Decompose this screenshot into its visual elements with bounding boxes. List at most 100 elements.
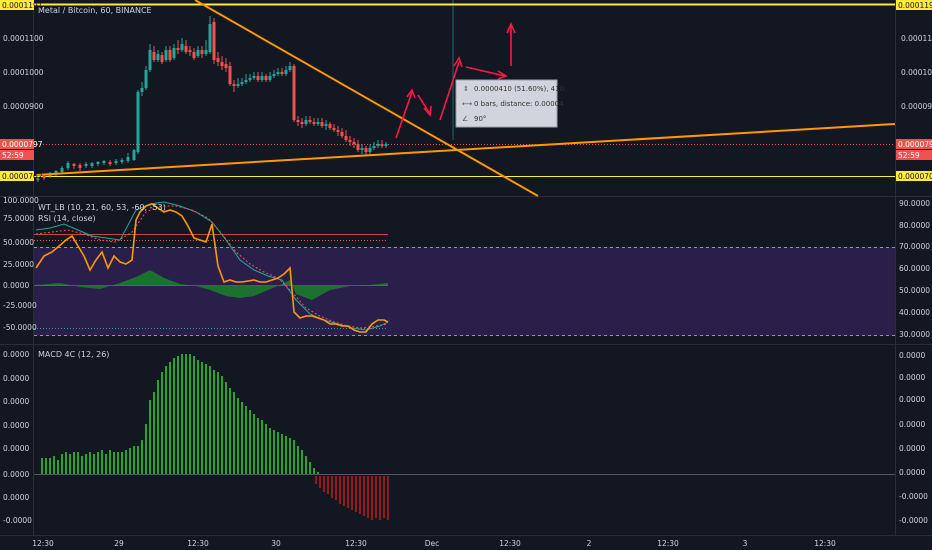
macd-left-tick: -0.0000 bbox=[3, 516, 32, 525]
candle-body bbox=[36, 178, 40, 180]
countdown-badge-left bbox=[0, 150, 34, 160]
candle-body bbox=[90, 163, 94, 166]
candle-body bbox=[114, 161, 118, 163]
candle-body bbox=[228, 66, 232, 84]
osc-right-tick: 40.0000 bbox=[899, 308, 930, 317]
level-badge-right-top-text: 0.0001191 bbox=[898, 1, 932, 10]
macd-left-tick: 0.0000 bbox=[3, 444, 29, 453]
level-badge-left-top bbox=[0, 0, 34, 10]
candle-body bbox=[336, 130, 340, 132]
time-tick: 12:30 bbox=[814, 539, 836, 548]
candle-body bbox=[148, 50, 152, 70]
candle-body bbox=[260, 76, 264, 80]
candle-body bbox=[78, 165, 82, 168]
level-badge-left-bottom-text: 0.0000702 bbox=[2, 172, 43, 181]
current-price-badge-left-text: 0.0000797 bbox=[2, 140, 43, 149]
countdown-badge-right bbox=[896, 150, 932, 160]
time-tick: 3 bbox=[743, 539, 748, 548]
osc-left-tick: 25.0000 bbox=[3, 260, 34, 269]
candle-body bbox=[232, 84, 236, 86]
level-badge-right-bottom-text: 0.0000702 bbox=[898, 172, 932, 181]
osc-left-tick: 100.0000 bbox=[3, 196, 39, 205]
candle-body bbox=[280, 72, 284, 74]
candle-body bbox=[276, 72, 280, 74]
candle-body bbox=[168, 50, 172, 60]
candle-body bbox=[240, 82, 244, 84]
price-tick-left-2: 0.0001000 bbox=[3, 68, 44, 77]
macd-left-tick: 0.0000 bbox=[3, 421, 29, 430]
ascending-trendline[interactable] bbox=[35, 123, 896, 176]
candle-body bbox=[132, 150, 136, 160]
price-tick-right-3: 0.0000900 bbox=[901, 102, 932, 111]
projection-arrows[interactable] bbox=[395, 22, 516, 139]
time-tick: 12:30 bbox=[187, 539, 209, 548]
osc-right-tick: 30.0000 bbox=[899, 330, 930, 339]
price-tick-right-2: 0.0001000 bbox=[901, 68, 932, 77]
osc-right-tick: 60.0000 bbox=[899, 264, 930, 273]
candle-body bbox=[252, 76, 256, 78]
candle-body bbox=[352, 142, 356, 144]
candles-group[interactable] bbox=[36, 16, 388, 182]
candle-body bbox=[340, 132, 344, 136]
osc-left-axis: 100.0000 75.0000 50.0000 25.0000 0.0000 -25.0… bbox=[3, 196, 39, 332]
oscillator-pane[interactable]: WT_LB (10, 21, 60, 53, -60, -53) RSI (14… bbox=[3, 196, 930, 339]
osc-right-tick: 90.0000 bbox=[899, 199, 930, 208]
candle-body bbox=[248, 78, 252, 80]
level-badge-left-bottom bbox=[0, 171, 34, 181]
current-price-badge-right bbox=[896, 139, 932, 149]
time-tick: Dec bbox=[425, 539, 440, 548]
candle-body bbox=[300, 122, 304, 124]
candle-body bbox=[236, 84, 240, 86]
current-price-badge-right-text: 0.0000797 bbox=[898, 140, 932, 149]
candle-body bbox=[60, 168, 64, 172]
rsi-indicator-title: RSI (14, close) bbox=[38, 214, 96, 223]
macd-indicator-title: MACD 4C (12, 26) bbox=[38, 350, 109, 359]
time-tick: 2 bbox=[587, 539, 592, 548]
macd-pane[interactable]: MACD 4C (12, 26) 0.00000.00000.00000.000… bbox=[3, 350, 928, 525]
candle-body bbox=[196, 50, 200, 56]
candle-body bbox=[316, 122, 320, 124]
time-tick: 12:30 bbox=[345, 539, 367, 548]
price-tick-left-1: 0.0001100 bbox=[3, 34, 44, 43]
macd-right-tick: -0.0000 bbox=[899, 516, 928, 525]
macd-left-axis: 0.0000 0.0000 0.0000 0.0000 0.0000 0.0000 0.00… bbox=[3, 350, 32, 525]
candle-body bbox=[212, 22, 216, 60]
time-tick: 12:30 bbox=[657, 539, 679, 548]
candle-body bbox=[224, 64, 228, 68]
macd-right-tick: -0.0000 bbox=[899, 492, 928, 501]
candle-body bbox=[356, 144, 360, 150]
candle-body bbox=[284, 70, 288, 74]
candle-body bbox=[264, 76, 268, 80]
candle-body bbox=[120, 160, 124, 162]
symbol-title: Metal / Bitcoin, 60, BINANCE bbox=[38, 6, 152, 15]
time-axis[interactable]: 12:30 29 12:30 30 12:30 Dec 12:30 2 12:30 3 12:30 bbox=[32, 539, 836, 548]
candle-body bbox=[288, 66, 292, 70]
candle-body bbox=[144, 70, 148, 88]
candle-body bbox=[72, 164, 76, 166]
measure-angle-icon: ∠ bbox=[462, 115, 468, 123]
descending-trendline[interactable] bbox=[194, 0, 539, 197]
macd-left-tick: 0.0000 bbox=[3, 397, 29, 406]
rsi-band-fill bbox=[34, 247, 895, 336]
macd-right-tick: 0.0000 bbox=[899, 420, 925, 429]
candle-body bbox=[140, 88, 144, 92]
candle-body bbox=[304, 120, 308, 124]
measure-range-icon: ⇕ bbox=[463, 85, 469, 93]
countdown-badge-right-text: 52:59 bbox=[898, 151, 920, 160]
macd-right-axis: 0.0000 0.0000 0.0000 0.0000 0.0000 0.0000 -0.0… bbox=[899, 351, 928, 525]
current-price-badge-left bbox=[0, 139, 34, 149]
measure-tooltip[interactable]: ⇕ 0.0000410 (51.60%), 410 ⟷ 0 bars, dist… bbox=[455, 79, 564, 128]
time-tick: 30 bbox=[271, 539, 281, 548]
tooltip-box bbox=[455, 79, 558, 128]
tooltip-line-1: 0.0000410 (51.60%), 410 bbox=[474, 85, 564, 93]
osc-right-tick: 70.0000 bbox=[899, 242, 930, 251]
candle-body bbox=[368, 148, 372, 152]
macd-left-tick: 0.0000 bbox=[3, 470, 29, 479]
candle-body bbox=[244, 80, 248, 82]
candle-body bbox=[208, 24, 212, 52]
candle-body bbox=[380, 144, 384, 146]
price-tick-right-1: 0.0001100 bbox=[901, 34, 932, 43]
candle-body bbox=[108, 162, 112, 164]
price-pane[interactable]: Metal / Bitcoin, 60, BINANCE ⇕ bbox=[0, 0, 932, 197]
